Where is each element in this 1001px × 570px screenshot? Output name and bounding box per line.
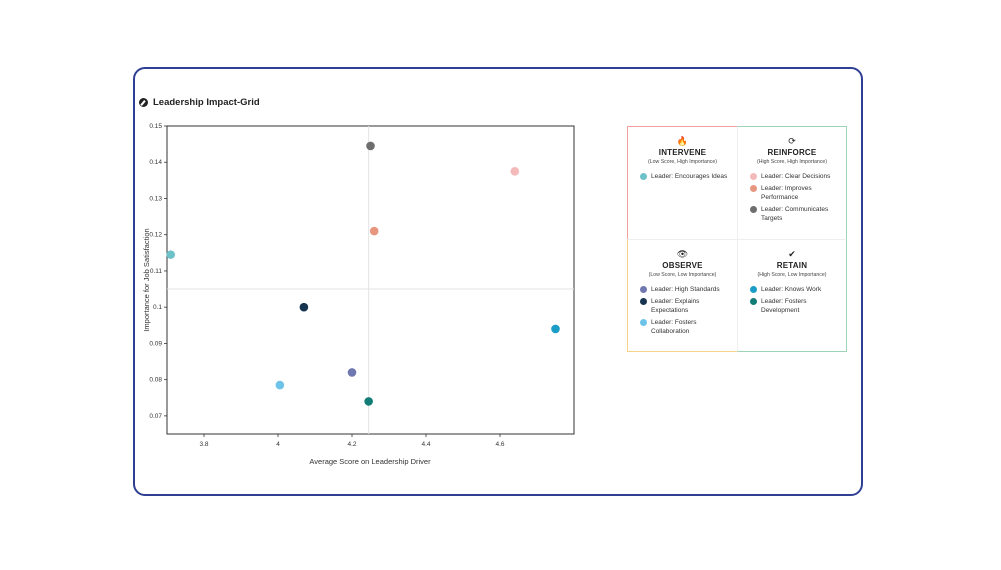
legend-color-dot	[750, 206, 757, 213]
quadrant-subtitle: (High Score, High Importance)	[756, 159, 828, 165]
y-tick-label: 0.11	[150, 268, 163, 275]
legend-item: Leader: Clear Decisions	[750, 172, 846, 181]
x-tick-label: 4.6	[495, 441, 504, 448]
y-tick-label: 0.09	[149, 340, 162, 347]
quadrant-subtitle: (High Score, Low Importance)	[757, 272, 827, 278]
legend-color-dot	[750, 298, 757, 305]
y-tick-label: 0.15	[149, 123, 162, 130]
data-points	[166, 141, 560, 406]
x-tick-label: 4	[276, 441, 280, 448]
fire-icon: 🔥	[676, 136, 689, 146]
x-axis-label: Average Score on Leadership Driver	[309, 457, 431, 466]
y-tick-label: 0.13	[149, 195, 162, 202]
compass-icon	[139, 98, 148, 107]
legend-item: Leader: Fosters Development	[750, 297, 846, 315]
y-tick-label: 0.1	[153, 304, 162, 311]
data-point	[275, 380, 285, 390]
x-tick-label: 4.4	[421, 441, 430, 448]
legend-item-label: Leader: Clear Decisions	[761, 173, 831, 180]
legend-items: Leader: Encourages Ideas	[628, 172, 737, 181]
legend-items: Leader: High Standards Leader: Explains E…	[628, 285, 737, 336]
legend-item: Leader: Improves Performance	[750, 184, 846, 202]
legend-item: Leader: Knows Work	[750, 285, 846, 294]
legend-item: Leader: Fosters Collaboration	[640, 318, 737, 336]
refresh-icon: ⟳	[788, 136, 796, 146]
legend-color-dot	[640, 298, 647, 305]
legend-item-label: Leader: Communicates Targets	[761, 206, 829, 222]
legend-color-dot	[750, 173, 757, 180]
legend-color-dot	[750, 286, 757, 293]
y-tick-label: 0.14	[149, 159, 162, 166]
legend-color-dot	[640, 319, 647, 326]
legend-item: Leader: Communicates Targets	[750, 205, 846, 223]
quadrant-subtitle: (Low Score, High Importance)	[648, 159, 717, 165]
chart-header: Leadership Impact-Grid	[139, 97, 260, 108]
legend-item-label: Leader: Encourages Ideas	[651, 173, 728, 180]
quadrant-observe: 👁 OBSERVE (Low Score, Low Importance) Le…	[627, 239, 737, 352]
checkmark-icon: ✔	[788, 249, 796, 259]
legend-color-dot	[750, 185, 757, 192]
data-point	[369, 226, 379, 236]
y-tick-label: 0.08	[149, 377, 162, 384]
quadrant-intervene: 🔥 INTERVENE (Low Score, High Importance)…	[627, 126, 737, 239]
y-tick-label: 0.07	[149, 413, 162, 420]
y-tick-label: 0.12	[149, 232, 162, 239]
legend-color-dot	[640, 173, 647, 180]
legend-item-label: Leader: Fosters Collaboration	[651, 319, 697, 335]
legend-items: Leader: Knows Work Leader: Fosters Develo…	[738, 285, 846, 315]
data-point	[551, 324, 560, 334]
data-point	[510, 166, 520, 176]
legend-item: Leader: Encourages Ideas	[640, 172, 737, 181]
legend-color-dot	[640, 286, 647, 293]
data-point	[347, 368, 357, 377]
data-point	[364, 397, 373, 406]
legend-item: Leader: High Standards	[640, 285, 737, 294]
quadrant-reinforce: ⟳ REINFORCE (High Score, High Importance…	[737, 126, 847, 239]
legend-items: Leader: Clear Decisions Leader: Improves …	[738, 172, 846, 223]
quadrant-retain: ✔ RETAIN (High Score, Low Importance) Le…	[737, 239, 847, 352]
quadrant-legend: 🔥 INTERVENE (Low Score, High Importance)…	[627, 126, 847, 352]
quadrant-title: RETAIN	[776, 261, 808, 270]
legend-item: Leader: Explains Expectations	[640, 297, 737, 315]
scatter-chart: 0.07 0.08 0.09 0.1 0.11 0.12 0.13 0.14 0.15 3.8 4…	[142, 123, 575, 466]
chart-title: Leadership Impact-Grid	[153, 97, 260, 108]
quadrant-subtitle: (Low Score, Low Importance)	[648, 272, 717, 278]
eye-icon: 👁	[676, 249, 689, 259]
plot-frame	[166, 125, 575, 435]
data-point	[166, 250, 175, 259]
quadrant-title: OBSERVE	[662, 261, 703, 270]
x-axis-ticks: 3.8 4 4.2 4.4 4.6	[199, 434, 505, 448]
quadrant-title: REINFORCE	[767, 148, 817, 157]
x-tick-label: 3.8	[199, 441, 208, 448]
x-tick-label: 4.2	[347, 441, 356, 448]
legend-item-label: Leader: Explains Expectations	[651, 298, 700, 314]
y-axis-ticks: 0.07 0.08 0.09 0.1 0.11 0.12 0.13 0.14 0.15	[149, 123, 167, 420]
legend-item-label: Leader: High Standards	[651, 286, 720, 293]
quadrant-title: INTERVENE	[658, 148, 707, 157]
legend-item-label: Leader: Fosters Development	[761, 298, 807, 314]
data-point	[366, 141, 375, 151]
legend-item-label: Leader: Improves Performance	[761, 185, 812, 201]
legend-item-label: Leader: Knows Work	[761, 286, 822, 293]
y-axis-label: Importance for Job Satisfaction	[142, 228, 151, 331]
data-point	[299, 302, 309, 312]
